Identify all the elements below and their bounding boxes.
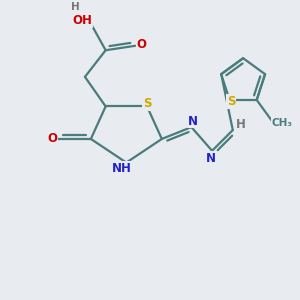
Text: CH₃: CH₃ <box>271 118 292 128</box>
Text: N: N <box>188 115 198 128</box>
Text: H: H <box>236 118 246 131</box>
Text: S: S <box>227 95 235 108</box>
Text: S: S <box>143 97 151 110</box>
Text: O: O <box>47 132 57 146</box>
Text: OH: OH <box>73 14 92 27</box>
Text: H: H <box>71 2 80 12</box>
Text: NH: NH <box>112 162 132 175</box>
Text: O: O <box>136 38 146 51</box>
Text: N: N <box>206 152 216 165</box>
